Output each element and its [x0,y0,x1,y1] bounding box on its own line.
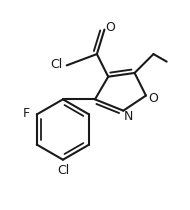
Text: O: O [149,92,158,105]
Text: F: F [23,107,30,120]
Text: O: O [105,21,115,34]
Text: N: N [123,110,133,123]
Text: Cl: Cl [50,58,63,71]
Text: Cl: Cl [57,164,69,177]
